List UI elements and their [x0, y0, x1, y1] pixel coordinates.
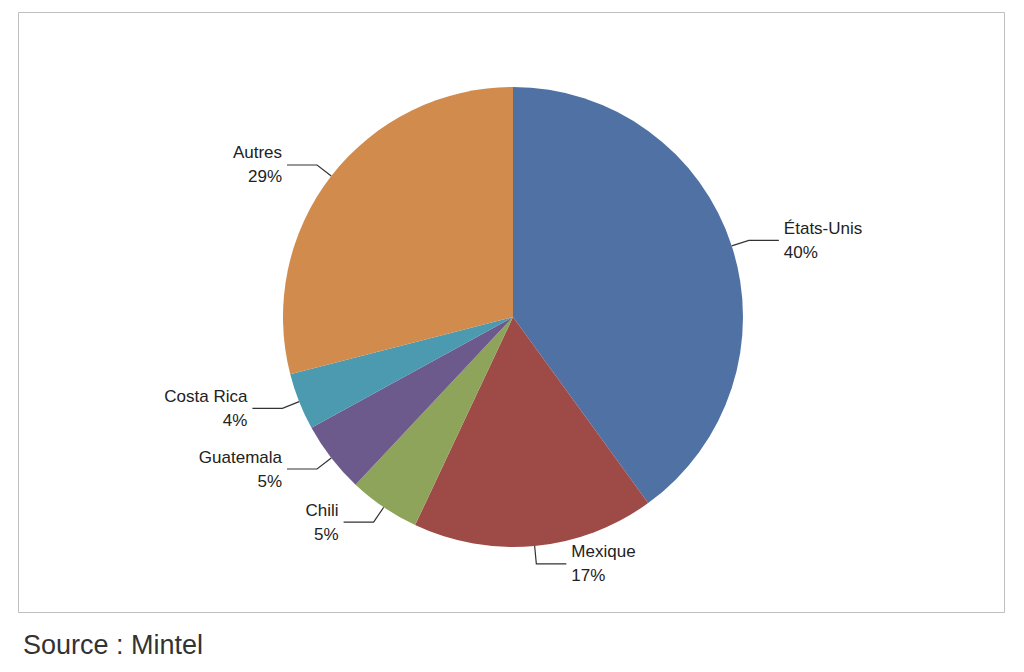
svg-text:Guatemala: Guatemala — [199, 448, 283, 467]
svg-text:Chili: Chili — [306, 501, 339, 520]
svg-text:17%: 17% — [571, 566, 605, 585]
svg-text:Autres: Autres — [233, 143, 282, 162]
svg-text:États-Unis: États-Unis — [784, 219, 862, 238]
svg-text:Source : Mintel: Source : Mintel — [23, 630, 203, 660]
svg-text:Costa Rica: Costa Rica — [164, 387, 248, 406]
svg-text:29%: 29% — [248, 167, 282, 186]
svg-text:5%: 5% — [257, 472, 282, 491]
svg-text:40%: 40% — [784, 243, 818, 262]
svg-text:5%: 5% — [314, 525, 339, 544]
svg-text:Mexique: Mexique — [571, 542, 635, 561]
svg-text:4%: 4% — [223, 411, 248, 430]
